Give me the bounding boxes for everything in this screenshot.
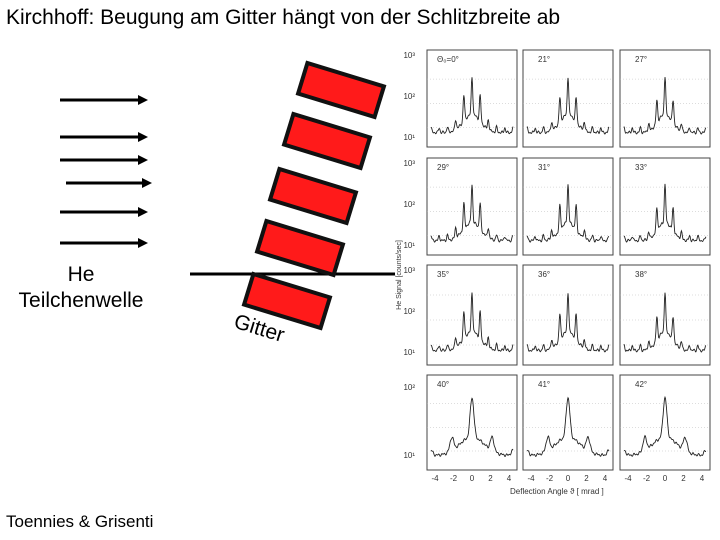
diffraction-panel: 40° (426, 374, 518, 471)
x-tick-label: 2 (681, 474, 686, 483)
angle-label: 33° (635, 163, 647, 172)
right-arrow-icon (60, 95, 148, 105)
diffraction-panel: 41° (522, 374, 614, 471)
diffraction-panel: 35° (426, 264, 518, 366)
angle-label: 41° (538, 380, 550, 389)
diffraction-panel: 31° (522, 157, 614, 256)
diffraction-panel: 33° (619, 157, 711, 256)
diffraction-trace (526, 184, 610, 243)
y-tick-label: 10¹ (403, 133, 415, 142)
y-tick-label: 10² (403, 383, 415, 392)
diffraction-trace (624, 395, 706, 457)
x-tick-label: 4 (700, 474, 705, 483)
diffraction-trace (526, 396, 610, 457)
grating-slit (241, 271, 333, 331)
diffraction-trace (430, 184, 513, 243)
slide-title: Kirchhoff: Beugung am Gitter hängt von d… (6, 6, 561, 29)
diffraction-trace (430, 292, 514, 353)
x-tick-label: -4 (624, 474, 632, 483)
right-arrow-icon (60, 155, 148, 165)
y-tick-label: 10³ (403, 51, 415, 60)
diffraction-panel: 36° (522, 264, 614, 366)
right-arrow-icon (66, 178, 152, 188)
particle-wave-label: He Teilchenwelle (6, 262, 156, 314)
x-tick-label: 0 (566, 474, 571, 483)
credit-text: Toennies & Grisenti (6, 512, 154, 531)
grating-slit (254, 218, 346, 278)
x-axis-label: Deflection Angle ϑ [ mrad ] (510, 487, 604, 496)
angle-label: 21° (538, 55, 550, 64)
right-arrow-icon (60, 132, 148, 142)
y-tick-label: 10² (403, 92, 415, 101)
x-tick-label: 4 (603, 474, 608, 483)
x-tick-label: 2 (488, 474, 493, 483)
x-tick-label: -4 (527, 474, 535, 483)
angle-label: 29° (437, 163, 449, 172)
x-tick-label: -2 (546, 474, 554, 483)
diffraction-trace (430, 77, 514, 135)
y-tick-label: 10¹ (403, 241, 415, 250)
y-tick-label: 10³ (403, 159, 415, 168)
grating-slit (295, 60, 387, 120)
x-tick-label: 0 (663, 474, 668, 483)
diffraction-trace (430, 397, 514, 457)
diffraction-panel: 38° (619, 264, 711, 366)
diffraction-trace (526, 293, 610, 353)
particle-label-line2: Teilchenwelle (18, 289, 144, 312)
angle-label: 27° (635, 55, 647, 64)
y-tick-label: 10³ (403, 266, 415, 275)
diffraction-panel: 21° (522, 49, 614, 148)
y-tick-label: 10¹ (403, 451, 415, 460)
diffraction-panel: 42° (619, 374, 711, 471)
angle-label: 31° (538, 163, 550, 172)
diffraction-trace (623, 77, 707, 135)
grating-slit (281, 111, 373, 171)
diffraction-trace (623, 183, 707, 243)
angle-label: Θ₀=0° (437, 55, 459, 64)
angle-label: 38° (635, 270, 647, 279)
x-tick-label: -2 (450, 474, 458, 483)
right-arrow-icon (60, 238, 148, 248)
x-tick-label: 4 (507, 474, 512, 483)
diffraction-panel: Θ₀=0° (426, 49, 518, 148)
diffraction-panel: 27° (619, 49, 711, 148)
y-tick-label: 10² (403, 200, 415, 209)
angle-label: 35° (437, 270, 449, 279)
angle-label: 40° (437, 380, 449, 389)
right-arrow-icon (60, 207, 148, 217)
y-tick-label: 10² (403, 307, 415, 316)
x-tick-label: 2 (584, 474, 589, 483)
angle-label: 36° (538, 270, 550, 279)
grating-slit (267, 166, 359, 226)
diffraction-panel: 29° (426, 157, 518, 256)
x-tick-label: 0 (470, 474, 475, 483)
diffraction-trace (526, 77, 610, 135)
x-tick-label: -4 (431, 474, 439, 483)
y-axis-label: He Signal [counts/sec] (396, 240, 403, 310)
x-tick-label: -2 (643, 474, 651, 483)
angle-label: 42° (635, 380, 647, 389)
diffraction-trace (623, 292, 707, 353)
y-tick-label: 10¹ (403, 348, 415, 357)
particle-label-line1: He (67, 263, 95, 286)
